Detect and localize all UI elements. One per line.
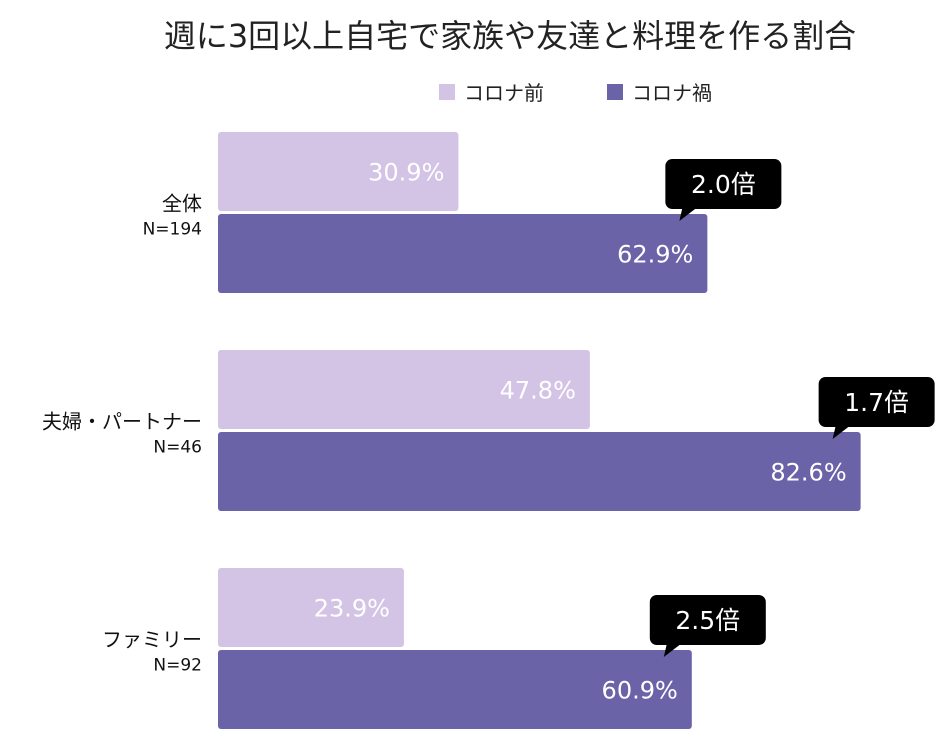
data-label: 60.9% (602, 677, 678, 705)
ratio-label: 1.7倍 (844, 388, 909, 417)
bar-before (218, 350, 590, 429)
data-label: 82.6% (770, 459, 846, 487)
bar-during (218, 432, 861, 511)
category-n-label: N=194 (143, 220, 202, 240)
data-label: 30.9% (368, 159, 444, 187)
bar-during (218, 214, 708, 293)
category-label: 夫婦・パートナー (42, 410, 202, 434)
ratio-label: 2.0倍 (691, 170, 756, 199)
legend-label-during: コロナ禍 (632, 81, 712, 105)
ratio-callout-pointer (663, 644, 681, 657)
ratio-callout-box (818, 377, 935, 427)
legend-swatch-during (607, 84, 623, 100)
legend-label-before: コロナ前 (464, 81, 544, 105)
data-label: 62.9% (617, 241, 693, 269)
ratio-callout-pointer (679, 208, 697, 221)
category-n-label: N=46 (153, 438, 202, 458)
category-label: ファミリー (102, 628, 202, 652)
ratio-label: 2.5倍 (675, 606, 740, 635)
legend-swatch-before (439, 84, 455, 100)
chart-title: 週に3回以上自宅で家族や友達と料理を作る割合 (164, 17, 856, 55)
plot-area: 30.9% 62.9% 全体 N=194 2.0倍 47.8% 82.6% 夫婦・パートナー N… (42, 132, 935, 729)
data-label: 23.9% (314, 595, 390, 623)
ratio-callout-box (665, 159, 782, 209)
bar-before (218, 568, 404, 647)
data-label: 47.8% (500, 377, 576, 405)
ratio-callout-box (649, 595, 766, 645)
category-label: 全体 (162, 192, 202, 216)
legend: コロナ前 コロナ禍 (439, 81, 712, 105)
category-n-label: N=92 (153, 656, 202, 676)
ratio-callout-pointer (832, 426, 850, 439)
bar-before (218, 132, 459, 211)
bar-during (218, 650, 692, 729)
